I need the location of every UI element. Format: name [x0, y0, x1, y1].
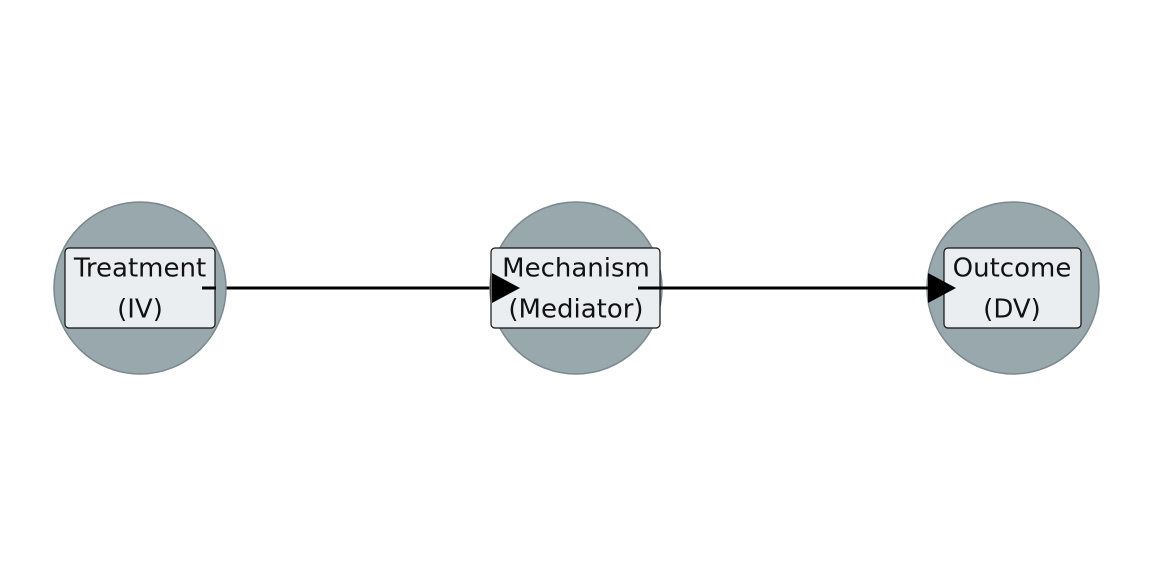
node-treatment[interactable]: Treatment (IV)	[53, 201, 227, 375]
node-treatment-line2: (IV)	[117, 295, 163, 325]
arrowhead-icon	[492, 273, 520, 303]
node-outcome-line2: (DV)	[983, 295, 1041, 325]
node-outcome-line1: Outcome	[953, 254, 1072, 284]
node-mechanism-line2: (Mediator)	[508, 295, 643, 325]
node-mechanism-line1: Mechanism	[502, 254, 650, 284]
node-treatment-line1: Treatment	[73, 254, 206, 284]
edge-treatment-to-mechanism	[202, 273, 520, 303]
node-mechanism[interactable]: Mechanism (Mediator)	[489, 201, 663, 375]
arrowhead-icon	[928, 273, 956, 303]
edge-mechanism-to-outcome	[638, 273, 956, 303]
